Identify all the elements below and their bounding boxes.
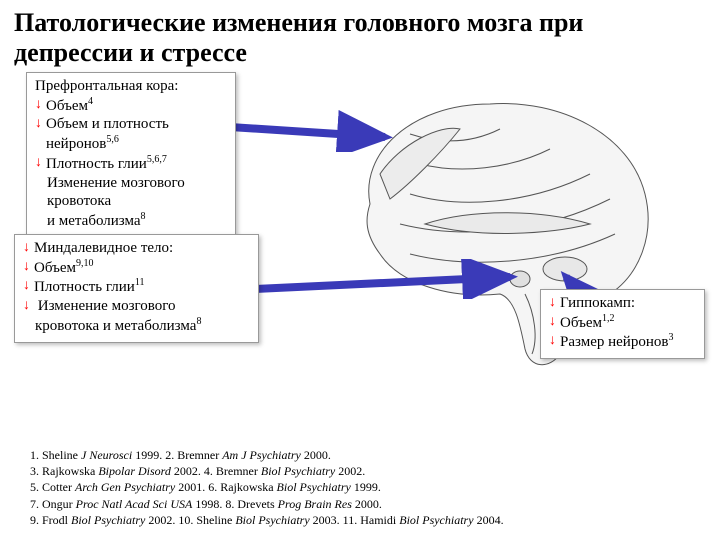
box-amygdala: ↓Миндалевидное тело: ↓Объем9,10 ↓Плотнос… bbox=[14, 234, 259, 343]
down-arrow-icon: ↓ bbox=[549, 294, 558, 312]
box1-item3: Плотность глии5,6,7 bbox=[46, 154, 167, 174]
down-arrow-icon: ↓ bbox=[35, 154, 44, 172]
down-arrow-icon: ↓ bbox=[35, 96, 44, 114]
box1-heading: Префронтальная кора: bbox=[35, 77, 227, 96]
references: 1. Sheline J Neurosci 1999. 2. Bremner A… bbox=[30, 447, 690, 528]
down-arrow-icon: ↓ bbox=[549, 332, 558, 350]
down-arrow-icon: ↓ bbox=[549, 313, 558, 331]
box-hippocampus: ↓Гиппокамп: ↓Объем1,2 ↓Размер нейронов3 bbox=[540, 289, 705, 359]
box1-item1: Объем4 bbox=[46, 96, 93, 116]
box2-item2: Объем9,10 bbox=[34, 258, 94, 278]
down-arrow-icon: ↓ bbox=[23, 258, 32, 276]
down-arrow-icon: ↓ bbox=[23, 239, 32, 257]
box1-item2: Объем и плотность нейронов5,6 bbox=[46, 115, 227, 154]
down-arrow-icon: ↓ bbox=[35, 115, 44, 133]
down-arrow-icon: ↓ bbox=[23, 277, 32, 295]
box2-item3: Плотность глии11 bbox=[34, 277, 144, 297]
box1-item4: Изменение мозгового кровотокаи метаболиз… bbox=[35, 174, 227, 231]
box2-item4: Изменение мозгового bbox=[34, 297, 176, 316]
box-prefrontal: Префронтальная кора: ↓Объем4 ↓Объем и пл… bbox=[26, 72, 236, 238]
box2-item1: Миндалевидное тело: bbox=[34, 239, 173, 258]
down-arrow-icon: ↓ bbox=[23, 297, 32, 315]
page-title: Патологические изменения головного мозга… bbox=[0, 0, 720, 74]
box2-item4b: кровотока и метаболизма8 bbox=[23, 316, 250, 336]
box3-item2: Объем1,2 bbox=[560, 313, 615, 333]
box3-item1: Гиппокамп: bbox=[560, 294, 635, 313]
box3-item3: Размер нейронов3 bbox=[560, 332, 673, 352]
content-area: Префронтальная кора: ↓Объем4 ↓Объем и пл… bbox=[0, 74, 720, 414]
